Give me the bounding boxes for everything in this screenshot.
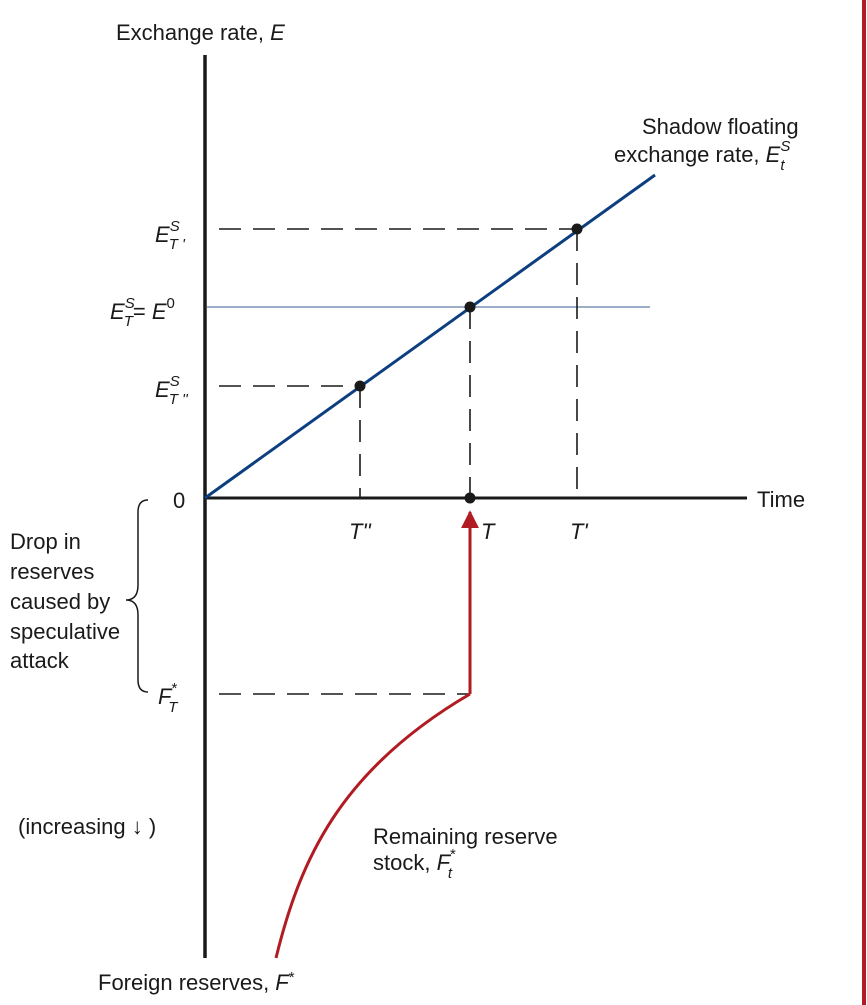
increasing-note: (increasing ↓ )	[18, 814, 156, 839]
brace-label-line5: attack	[10, 648, 70, 673]
origin-label: 0	[173, 488, 185, 513]
reserves-axis-label: Foreign reserves, F*	[98, 969, 295, 995]
brace-label-line1: Drop in	[10, 529, 81, 554]
tick-label-t-prime: T'	[570, 519, 588, 544]
tick-label-e-t-equals-e0: ES T= E0	[110, 295, 175, 330]
shadow-rate-line	[204, 173, 656, 500]
point-e-t-prime	[571, 223, 583, 235]
tick-label-e-t-prime: ES T '	[155, 218, 186, 253]
point-e-t-double	[354, 380, 366, 392]
x-axis-label: Time	[757, 487, 805, 512]
brace-label-line2: reserves	[10, 559, 94, 584]
shadow-rate-label-line2: exchange rate, ES t	[614, 138, 790, 174]
reserve-stock-label-line1: Remaining reserve	[373, 824, 558, 849]
tick-label-e-t-double: ES T ''	[155, 373, 189, 408]
tick-label-t-double-prime: T''	[349, 519, 372, 544]
shadow-rate-label-line1: Shadow floating	[642, 114, 799, 139]
tick-label-t: T	[481, 519, 496, 544]
reserve-stock-label-line2: stock, F* t	[373, 846, 456, 882]
point-e-t	[464, 301, 476, 313]
reserve-drop-brace	[125, 499, 149, 693]
y-axis-label: Exchange rate, E	[116, 20, 285, 45]
reserve-stock-curve	[274, 692, 471, 959]
tick-label-f-t: F* T	[158, 680, 179, 716]
brace-label-line3: caused by	[10, 589, 110, 614]
brace-label-line4: speculative	[10, 619, 120, 644]
point-t	[464, 492, 476, 504]
